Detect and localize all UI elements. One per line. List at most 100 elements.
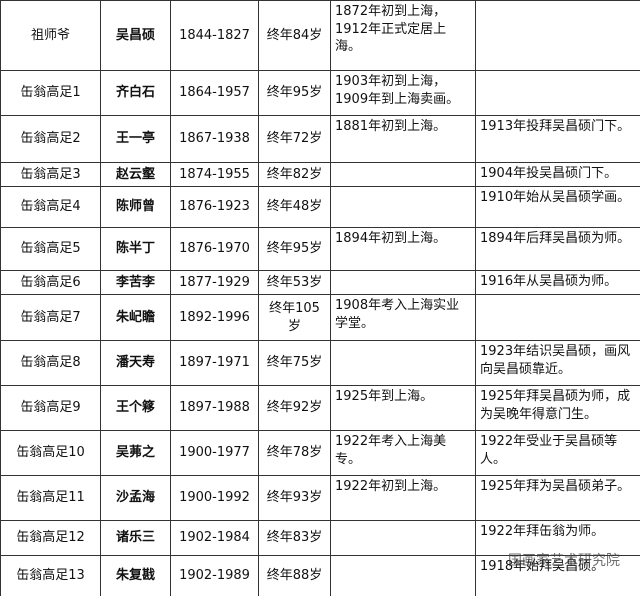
shanghai-note-cell: 1922年初到上海。 <box>330 475 476 521</box>
years-cell: 1897-1988 <box>170 385 259 431</box>
age-cell: 终年78岁 <box>258 430 331 476</box>
rank-cell: 缶翁高足5 <box>0 227 101 271</box>
shanghai-note-cell <box>330 555 476 596</box>
table-row: 缶翁高足8 潘天寿 1897-1971 终年75岁 1923年结识吴昌硕，画风向吴昌硕靠… <box>0 340 640 386</box>
years-cell: 1867-1938 <box>170 115 259 163</box>
age-cell: 终年82岁 <box>258 162 331 187</box>
shanghai-note-cell: 1925年到上海。 <box>330 385 476 431</box>
age-cell: 终年95岁 <box>258 227 331 271</box>
table-row: 缶翁高足4 陈师曾 1876-1923 终年48岁 1910年始从吴昌硕学画。 <box>0 186 640 228</box>
name-cell: 朱屺瞻 <box>100 294 171 341</box>
years-cell: 1864-1957 <box>170 70 259 116</box>
shanghai-note-cell: 1894年初到上海。 <box>330 227 476 271</box>
name-cell: 朱复戡 <box>100 555 171 596</box>
table-row: 缶翁高足1 齐白石 1864-1957 终年95岁 1903年初到上海，1909年到上海… <box>0 70 640 116</box>
table-row: 缶翁高足9 王个簃 1897-1988 终年92岁 1925年到上海。 1925年拜吴昌硕… <box>0 385 640 431</box>
rank-cell: 缶翁高足3 <box>0 162 101 187</box>
age-cell: 终年92岁 <box>258 385 331 431</box>
rank-cell: 缶翁高足13 <box>0 555 101 596</box>
age-cell: 终年53岁 <box>258 270 331 295</box>
name-cell: 齐白石 <box>100 70 171 116</box>
age-cell: 终年88岁 <box>258 555 331 596</box>
name-cell: 诸乐三 <box>100 520 171 556</box>
name-cell: 赵云壑 <box>100 162 171 187</box>
teacher-note-cell: 1916年从吴昌硕为师。 <box>475 270 640 295</box>
age-cell: 终年48岁 <box>258 186 331 228</box>
name-cell: 沙孟海 <box>100 475 171 521</box>
shanghai-note-cell: 1903年初到上海，1909年到上海卖画。 <box>330 70 476 116</box>
age-cell: 终年75岁 <box>258 340 331 386</box>
rank-cell: 缶翁高足1 <box>0 70 101 116</box>
name-cell: 吴茀之 <box>100 430 171 476</box>
years-cell: 1876-1970 <box>170 227 259 271</box>
name-cell: 陈半丁 <box>100 227 171 271</box>
rank-cell: 缶翁高足7 <box>0 294 101 341</box>
rank-cell: 缶翁高足4 <box>0 186 101 228</box>
teacher-note-cell <box>475 0 640 71</box>
table-row: 缶翁高足5 陈半丁 1876-1970 终年95岁 1894年初到上海。 1894年后拜吴… <box>0 227 640 271</box>
shanghai-note-cell: 1881年初到上海。 <box>330 115 476 163</box>
teacher-note-cell: 1923年结识吴昌硕，画风向吴昌硕靠近。 <box>475 340 640 386</box>
table-row: 缶翁高足12 诸乐三 1902-1984 终年83岁 1922年拜缶翁为师。 <box>0 520 640 556</box>
teacher-note-cell <box>475 70 640 116</box>
teacher-note-cell: 1910年始从吴昌硕学画。 <box>475 186 640 228</box>
shanghai-note-cell <box>330 520 476 556</box>
rank-cell: 缶翁高足10 <box>0 430 101 476</box>
teacher-note-cell: 1904年投吴昌硕门下。 <box>475 162 640 187</box>
table-row: 缶翁高足3 赵云壑 1874-1955 终年82岁 1904年投吴昌硕门下。 <box>0 162 640 187</box>
rank-cell: 缶翁高足9 <box>0 385 101 431</box>
table-row: 缶翁高足2 王一亭 1867-1938 终年72岁 1881年初到上海。 1913年投拜吴… <box>0 115 640 163</box>
years-cell: 1900-1992 <box>170 475 259 521</box>
teacher-note-cell: 1913年投拜吴昌硕门下。 <box>475 115 640 163</box>
rank-cell: 缶翁高足8 <box>0 340 101 386</box>
age-cell: 终年72岁 <box>258 115 331 163</box>
years-cell: 1892-1996 <box>170 294 259 341</box>
age-cell: 终年93岁 <box>258 475 331 521</box>
teacher-note-cell: 1925年拜吴昌硕为师，成为吴晚年得意门生。 <box>475 385 640 431</box>
table-row: 缶翁高足13 朱复戡 1902-1989 终年88岁 1918年始拜吴昌硕。 <box>0 555 640 596</box>
rank-cell: 祖师爷 <box>0 0 101 71</box>
shanghai-note-cell <box>330 186 476 228</box>
watermark: 国画家艺术研究院 <box>508 553 620 569</box>
name-cell: 王个簃 <box>100 385 171 431</box>
rank-cell: 缶翁高足6 <box>0 270 101 295</box>
table-row: 祖师爷 吴昌硕 1844-1827 终年84岁 1872年初到上海，1912年正式定居上… <box>0 0 640 71</box>
name-cell: 吴昌硕 <box>100 0 171 71</box>
rank-cell: 缶翁高足12 <box>0 520 101 556</box>
table-row: 缶翁高足10 吴茀之 1900-1977 终年78岁 1922年考入上海美专。 1922年… <box>0 430 640 476</box>
rank-cell: 缶翁高足11 <box>0 475 101 521</box>
teacher-note-cell: 1922年拜缶翁为师。 <box>475 520 640 556</box>
years-cell: 1844-1827 <box>170 0 259 71</box>
teacher-note-cell: 1925年拜为吴昌硕弟子。 <box>475 475 640 521</box>
teacher-note-cell: 1894年后拜吴昌硕为师。 <box>475 227 640 271</box>
shanghai-note-cell: 1908年考入上海实业学堂。 <box>330 294 476 341</box>
years-cell: 1897-1971 <box>170 340 259 386</box>
years-cell: 1874-1955 <box>170 162 259 187</box>
name-cell: 王一亭 <box>100 115 171 163</box>
age-cell: 终年95岁 <box>258 70 331 116</box>
age-cell: 终年105岁 <box>258 294 331 341</box>
years-cell: 1902-1989 <box>170 555 259 596</box>
table-row: 缶翁高足7 朱屺瞻 1892-1996 终年105岁 1908年考入上海实业学堂。 <box>0 294 640 341</box>
name-cell: 陈师曾 <box>100 186 171 228</box>
name-cell: 李苦李 <box>100 270 171 295</box>
shanghai-note-cell <box>330 270 476 295</box>
years-cell: 1902-1984 <box>170 520 259 556</box>
table-row: 缶翁高足6 李苦李 1877-1929 终年53岁 1916年从吴昌硕为师。 <box>0 270 640 295</box>
shanghai-note-cell: 1922年考入上海美专。 <box>330 430 476 476</box>
years-cell: 1900-1977 <box>170 430 259 476</box>
years-cell: 1876-1923 <box>170 186 259 228</box>
rank-cell: 缶翁高足2 <box>0 115 101 163</box>
years-cell: 1877-1929 <box>170 270 259 295</box>
shanghai-note-cell: 1872年初到上海，1912年正式定居上海。 <box>330 0 476 71</box>
age-cell: 终年83岁 <box>258 520 331 556</box>
teacher-note-cell: 1918年始拜吴昌硕。 <box>475 555 640 596</box>
shanghai-note-cell <box>330 162 476 187</box>
table-row: 缶翁高足11 沙孟海 1900-1992 终年93岁 1922年初到上海。 1925年拜为… <box>0 475 640 521</box>
teacher-note-cell: 1922年受业于吴昌硕等人。 <box>475 430 640 476</box>
age-cell: 终年84岁 <box>258 0 331 71</box>
teacher-note-cell <box>475 294 640 341</box>
name-cell: 潘天寿 <box>100 340 171 386</box>
